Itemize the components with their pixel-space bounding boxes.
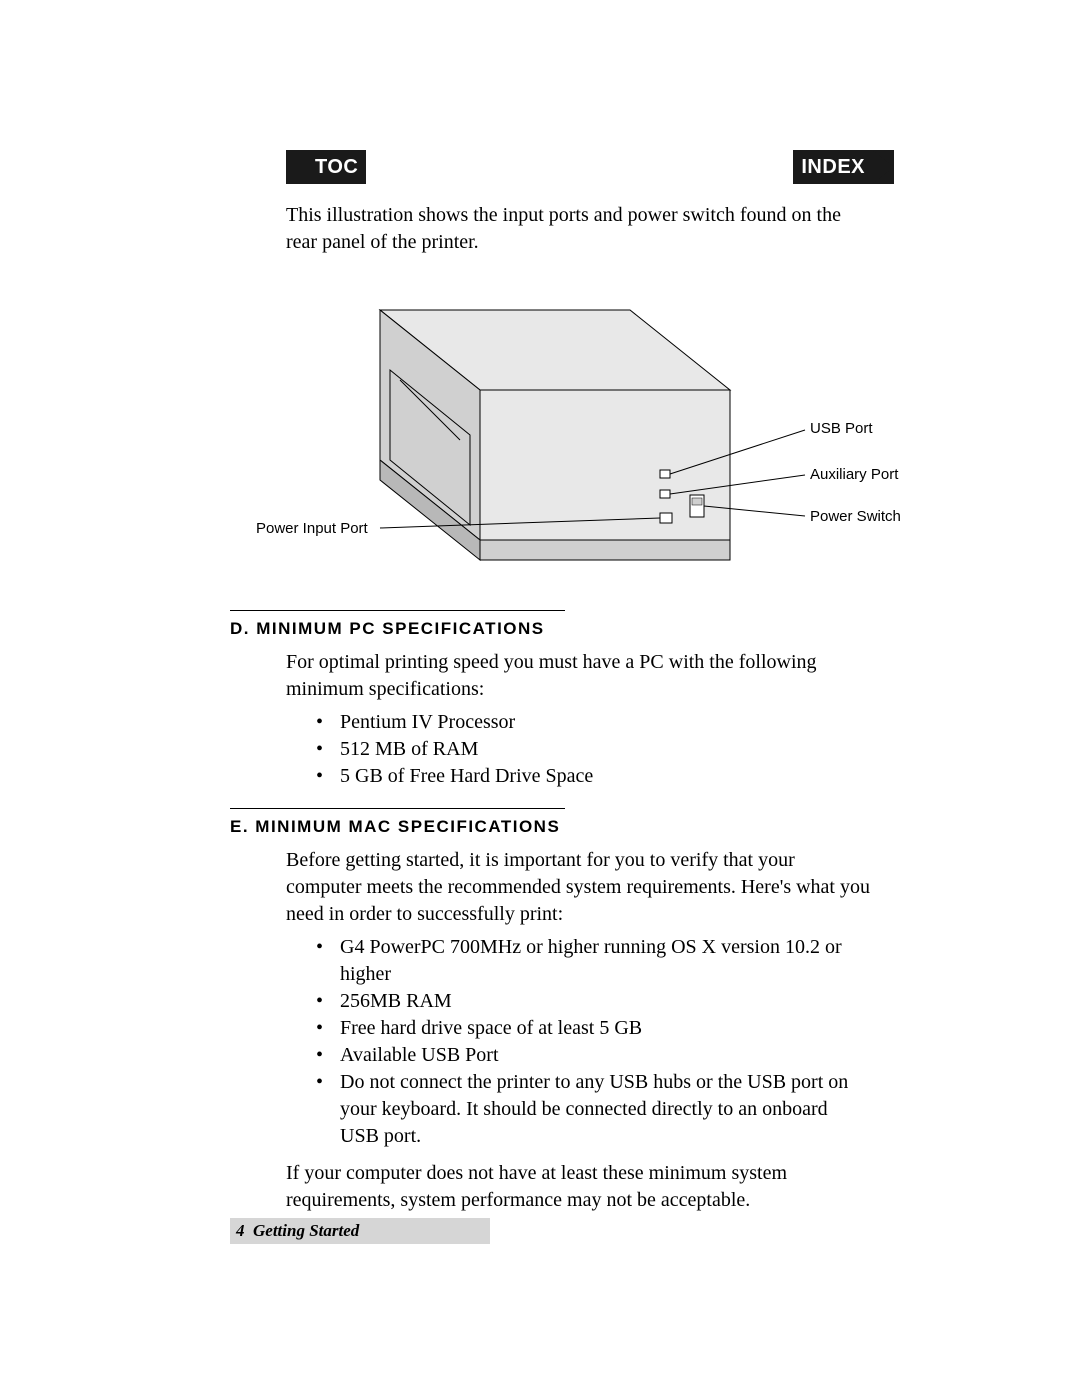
label-power-switch: Power Switch <box>810 508 901 525</box>
list-item: Free hard drive space of at least 5 GB <box>316 1015 870 1042</box>
section-d-list: Pentium IV Processor 512 MB of RAM 5 GB … <box>230 709 870 790</box>
footer-tag: 4 Getting Started <box>230 1218 490 1244</box>
list-item: 512 MB of RAM <box>316 736 870 763</box>
list-item: Pentium IV Processor <box>316 709 870 736</box>
printer-diagram: USB Port Auxiliary Port Power Switch Pow… <box>230 280 950 580</box>
page-content: TOC INDEX This illustration shows the in… <box>230 150 950 1220</box>
intro-paragraph: This illustration shows the input ports … <box>230 202 870 256</box>
section-d-intro: For optimal printing speed you must have… <box>230 649 870 703</box>
section-e-outro: If your computer does not have at least … <box>230 1160 870 1214</box>
arrow-right-icon <box>872 150 894 184</box>
list-item: G4 PowerPC 700MHz or higher running OS X… <box>316 934 870 988</box>
section-d-heading: D. MINIMUM PC SPECIFICATIONS <box>230 610 565 639</box>
label-power-input-port: Power Input Port <box>256 520 368 537</box>
list-item: Do not connect the printer to any USB hu… <box>316 1069 870 1150</box>
toc-button[interactable]: TOC <box>286 150 366 184</box>
arrow-left-icon <box>286 150 308 184</box>
list-item: 5 GB of Free Hard Drive Space <box>316 763 870 790</box>
section-e-heading: E. MINIMUM MAC SPECIFICATIONS <box>230 808 565 837</box>
footer-page-num: 4 <box>236 1221 245 1240</box>
list-item: 256MB RAM <box>316 988 870 1015</box>
section-e-list: G4 PowerPC 700MHz or higher running OS X… <box>230 934 870 1150</box>
label-usb-port: USB Port <box>810 420 873 437</box>
list-item: Available USB Port <box>316 1042 870 1069</box>
usb-port-icon <box>660 470 670 478</box>
footer-section: Getting Started <box>253 1221 359 1240</box>
power-input-icon <box>660 513 672 523</box>
aux-port-icon <box>660 490 670 498</box>
index-button[interactable]: INDEX <box>793 150 894 184</box>
label-auxiliary-port: Auxiliary Port <box>810 466 898 483</box>
toc-label: TOC <box>307 156 366 179</box>
index-label: INDEX <box>793 156 873 179</box>
section-e-intro: Before getting started, it is important … <box>230 847 870 928</box>
nav-row: TOC INDEX <box>230 150 950 184</box>
